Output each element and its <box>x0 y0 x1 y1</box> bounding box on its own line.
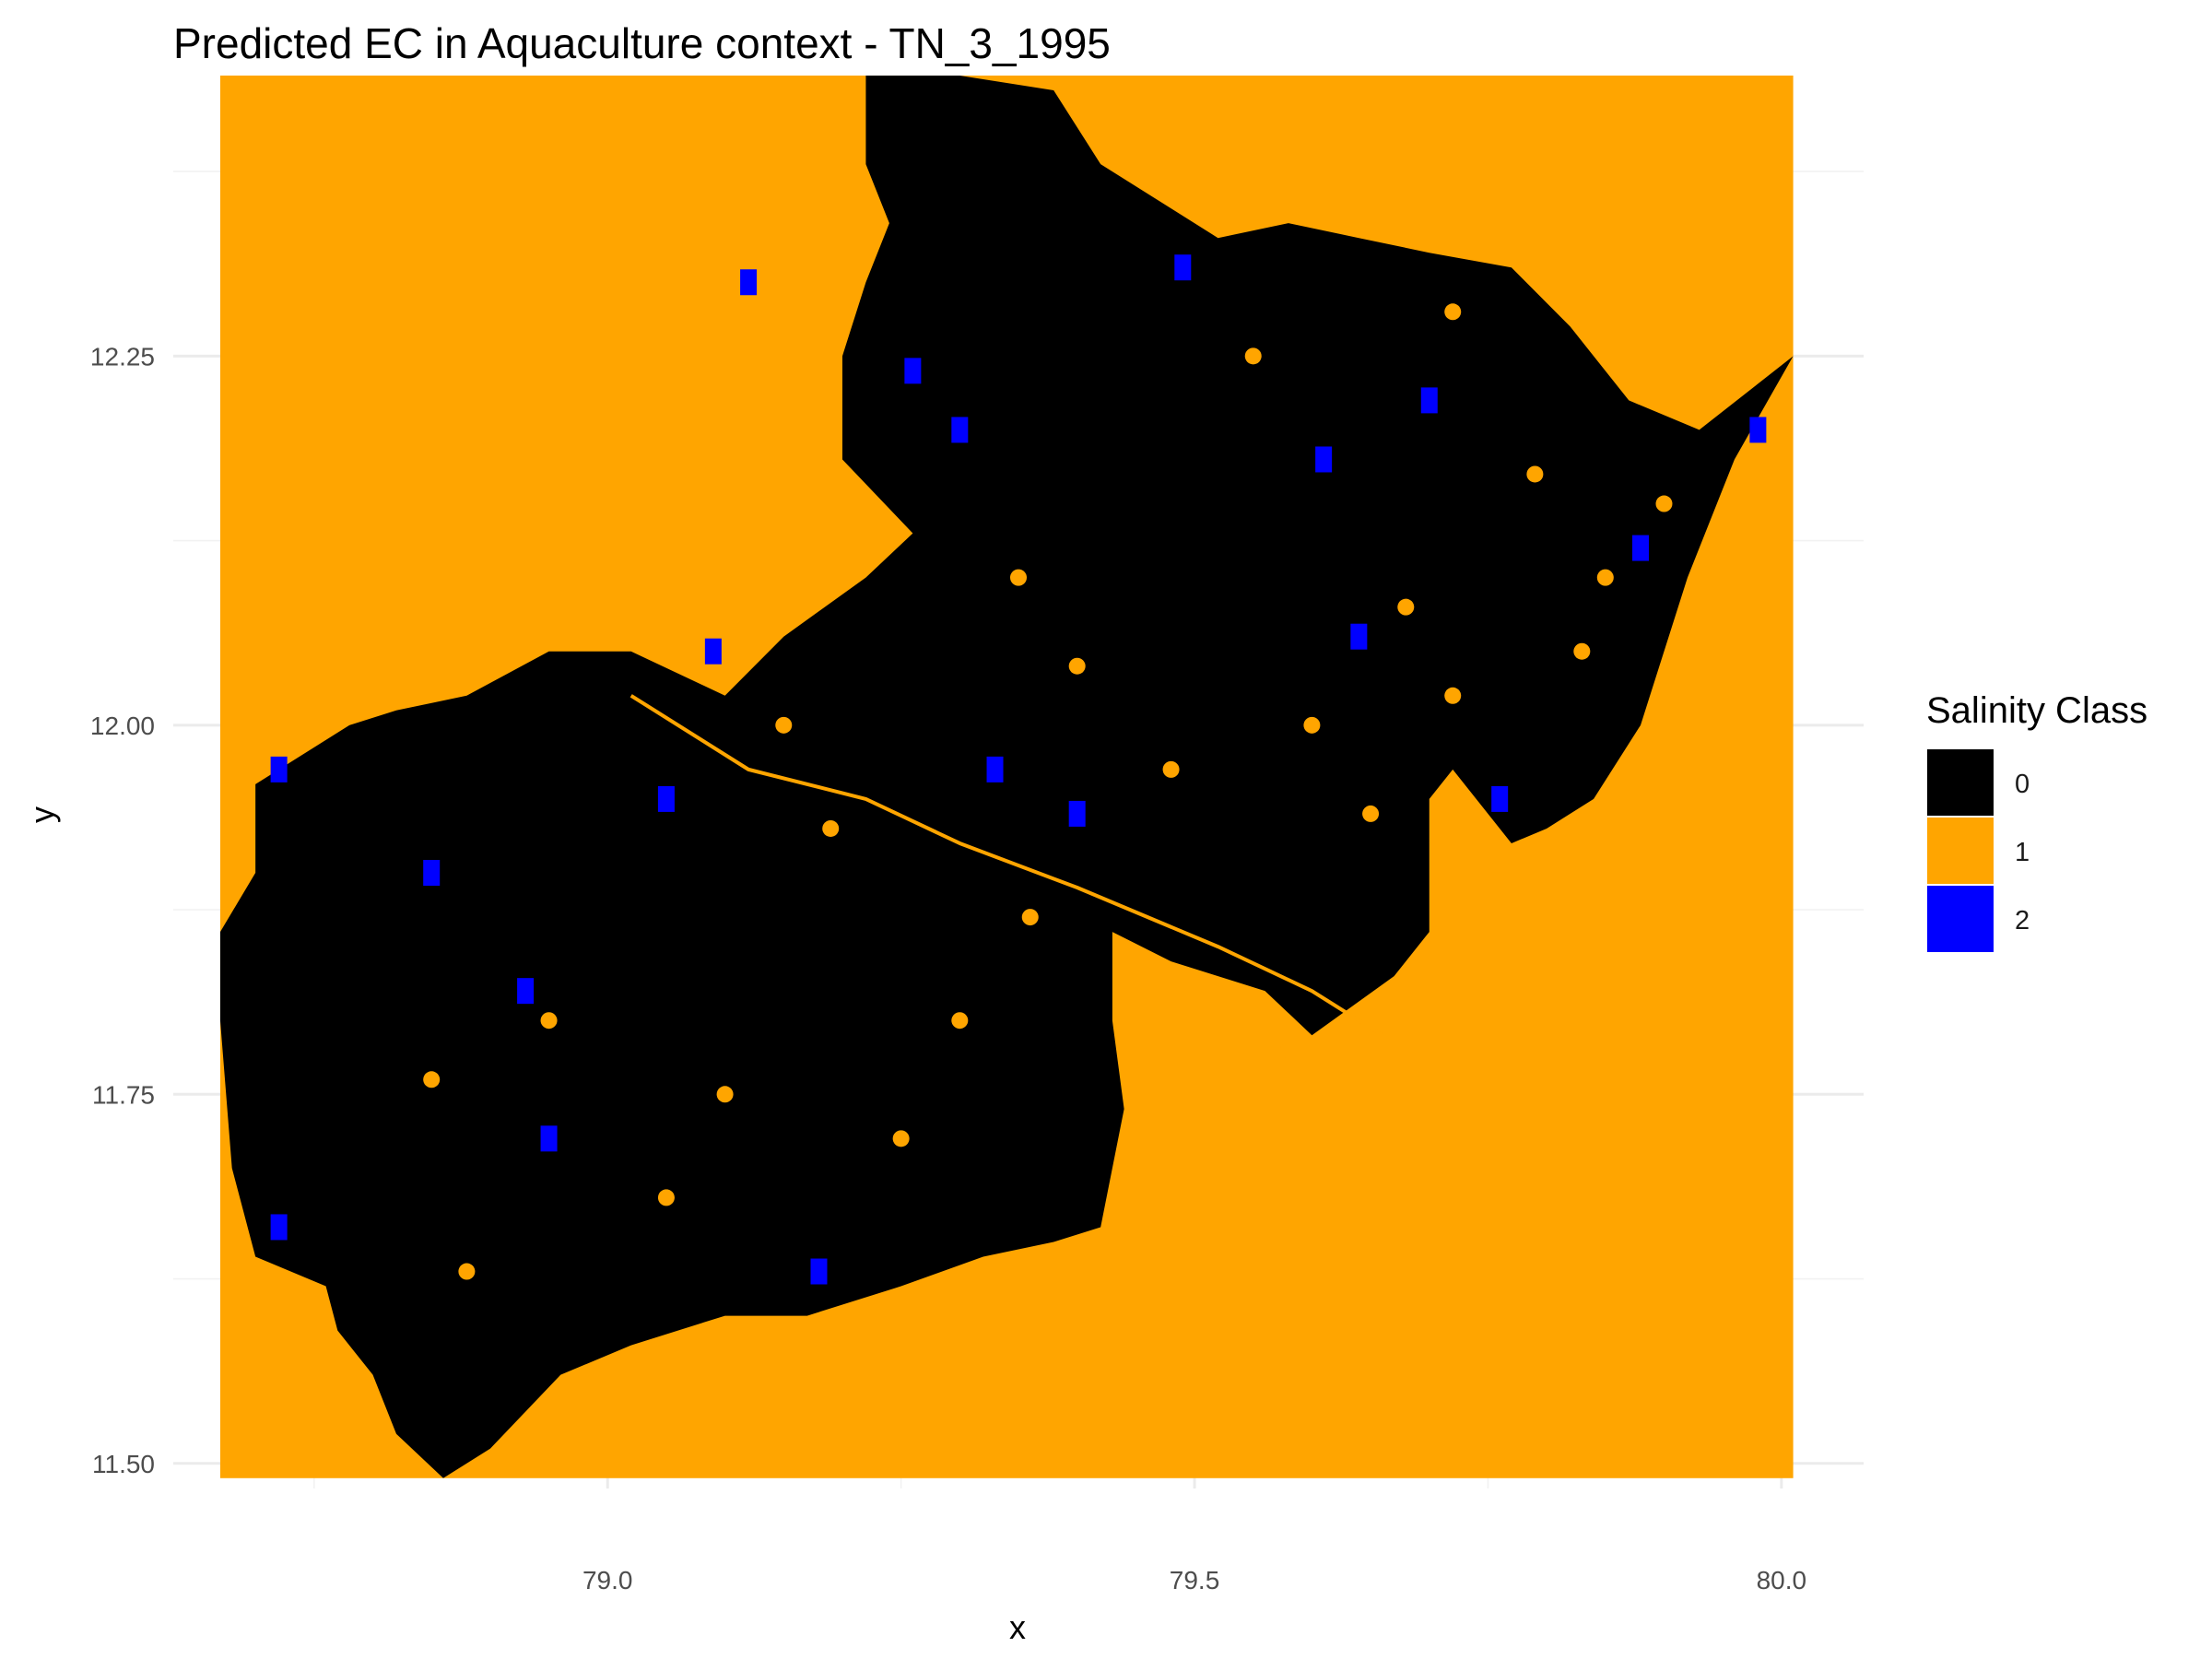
raster-patch-class-1 <box>1021 909 1039 926</box>
raster-patch-class-1 <box>822 819 840 837</box>
raster-patch-class-1 <box>1573 642 1591 660</box>
raster-patch-class-1 <box>1162 760 1180 778</box>
legend-label-1: 1 <box>2015 838 2030 867</box>
raster-patch-class-1 <box>1526 465 1544 483</box>
raster-patch-class-1 <box>892 1130 910 1147</box>
y-tick-label: 12.00 <box>90 712 155 740</box>
raster-region-class-0 <box>219 75 1794 1478</box>
raster-patch-class-2 <box>1174 254 1192 281</box>
x-axis-label: x <box>1009 1608 1026 1646</box>
raster-patch-class-2 <box>810 1258 828 1285</box>
raster-patch-class-1 <box>1279 1041 1297 1059</box>
plot-raster <box>219 75 1794 1478</box>
raster-patch-class-1 <box>1303 716 1321 734</box>
raster-patch-class-1 <box>951 1012 969 1030</box>
raster-patch-class-1 <box>1655 495 1673 512</box>
raster-patch-class-2 <box>423 860 441 887</box>
raster-patch-class-1 <box>775 716 793 734</box>
raster-patch-class-2 <box>657 785 675 812</box>
raster-patch-class-1 <box>1362 805 1380 822</box>
legend-key-2 <box>1927 886 1994 952</box>
raster-patch-class-2 <box>1068 800 1086 827</box>
raster-patch-class-1 <box>1596 569 1614 586</box>
raster-patch-class-2 <box>740 269 758 296</box>
legend-key-1 <box>1927 818 1994 884</box>
chart-title: Predicted EC in Aquaculture context - TN… <box>173 19 1111 67</box>
raster-patch-class-2 <box>1350 623 1368 650</box>
raster-patch-class-1 <box>1068 657 1086 675</box>
raster-patch-class-2 <box>1749 417 1767 443</box>
y-tick-labels: 11.50 11.75 12.00 12.25 <box>90 342 155 1477</box>
raster-patch-class-2 <box>704 638 722 665</box>
y-axis-label: y <box>23 806 61 823</box>
raster-patch-class-1 <box>540 1012 558 1030</box>
y-tick-label: 12.25 <box>90 342 155 371</box>
legend-label-0: 0 <box>2015 770 2030 799</box>
raster-patch-class-2 <box>904 358 922 384</box>
raster-patch-class-2 <box>1315 446 1333 473</box>
legend: Salinity Class 0 1 2 <box>1926 690 2147 952</box>
raster-patch-class-2 <box>270 1214 288 1241</box>
raster-patch-class-1 <box>1010 569 1027 586</box>
raster-patch-class-1 <box>1444 303 1462 321</box>
x-tick-label: 79.5 <box>1170 1566 1220 1594</box>
x-tick-label: 80.0 <box>1757 1566 1807 1594</box>
y-tick-label: 11.75 <box>92 1080 155 1109</box>
raster-patch-class-1 <box>1244 347 1262 365</box>
raster-patch-class-2 <box>1420 387 1438 414</box>
raster-patch-class-1 <box>1397 598 1415 616</box>
raster-patch-class-2 <box>986 756 1004 782</box>
raster-patch-class-1 <box>1444 687 1462 704</box>
y-tick-label: 11.50 <box>92 1450 155 1478</box>
legend-label-2: 2 <box>2015 906 2030 935</box>
raster-patch-class-2 <box>1632 535 1650 561</box>
x-tick-label: 79.0 <box>582 1566 633 1594</box>
raster-patch-class-2 <box>270 756 288 782</box>
raster-patch-class-1 <box>716 1086 734 1103</box>
raster-patch-class-1 <box>657 1189 675 1206</box>
legend-items: 0 1 2 <box>1927 749 2030 952</box>
legend-key-0 <box>1927 749 1994 816</box>
x-tick-labels: 79.0 79.5 80.0 <box>582 1566 1806 1594</box>
raster-river-class-1 <box>629 694 1383 1037</box>
raster-patch-class-2 <box>517 978 535 1005</box>
raster-patch-class-1 <box>458 1263 476 1280</box>
raster-patch-class-2 <box>951 417 969 443</box>
raster-patch-class-1 <box>423 1071 441 1088</box>
legend-title: Salinity Class <box>1926 690 2147 731</box>
raster-patch-class-2 <box>540 1125 558 1152</box>
raster-patch-class-2 <box>1491 785 1509 812</box>
